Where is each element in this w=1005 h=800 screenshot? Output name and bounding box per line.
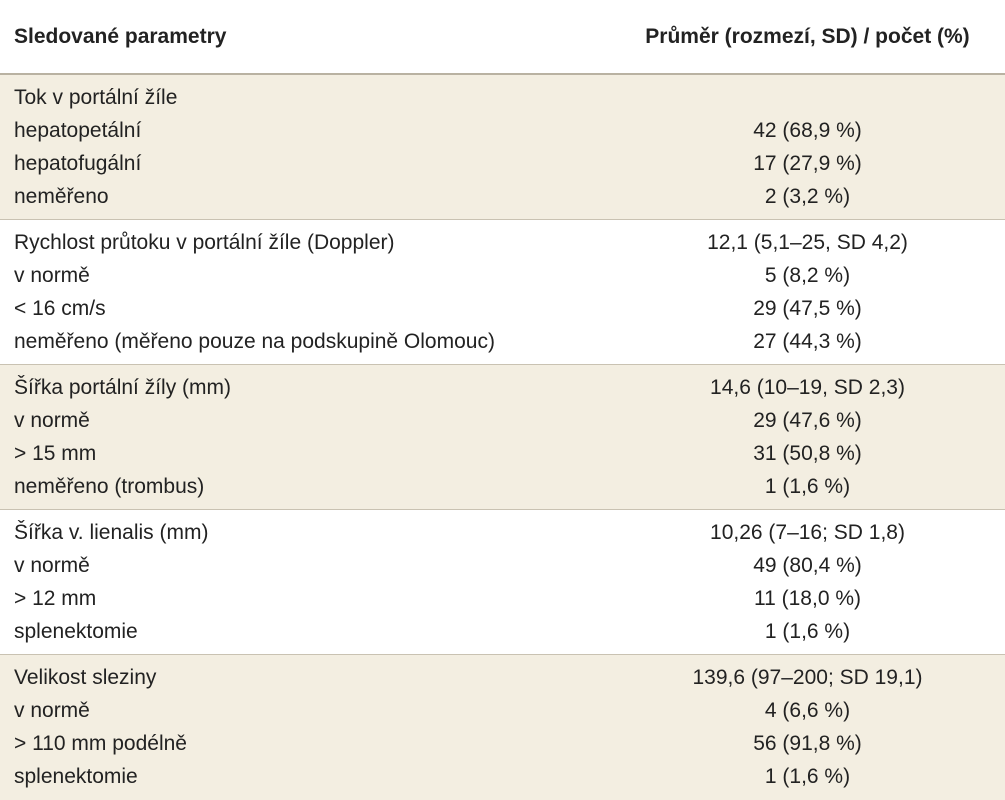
table-row: > 12 mm 11 (18,0 %) — [0, 582, 1005, 615]
table-cell: Tok v portální žíle — [14, 85, 178, 109]
table-cell: 42 (68,9 %) — [753, 118, 862, 142]
table-row: hepatopetální 42 (68,9 %) — [0, 114, 1005, 147]
table-cell: Šířka v. lienalis (mm) — [14, 520, 209, 544]
table-cell: 49 (80,4 %) — [753, 553, 862, 577]
table-row: Tok v portální žíle — [0, 81, 1005, 114]
table-cell: 4 (6,6 %) — [764, 698, 851, 722]
row-group: Šířka v. lienalis (mm) 10,26 (7–16; SD 1,… — [0, 510, 1005, 655]
table-cell: 12,1 (5,1–25, SD 4,2) — [707, 230, 908, 254]
table-cell: 14,6 (10–19, SD 2,3) — [710, 375, 905, 399]
table-cell: 1 (1,6 %) — [764, 764, 851, 788]
table-cell: 17 (27,9 %) — [753, 151, 862, 175]
header-cell: Sledované parametry — [14, 24, 227, 48]
table-cell: 1 (1,6 %) — [764, 619, 851, 643]
table-cell: hepatopetální — [14, 118, 142, 142]
header-cell: Průměr (rozmezí, SD) / počet (%) — [645, 24, 970, 48]
table-row: Velikost sleziny 139,6 (97–200; SD 19,1) — [0, 661, 1005, 694]
table-cell: Velikost sleziny — [14, 665, 157, 689]
row-group: Šířka portální žíly (mm) 14,6 (10–19, SD … — [0, 365, 1005, 510]
table-row: Rychlost průtoku v portální žíle (Dopple… — [0, 226, 1005, 259]
table-row: neměřeno 2 (3,2 %) — [0, 180, 1005, 213]
table-row: v normě 29 (47,6 %) — [0, 404, 1005, 437]
table-row: Šířka portální žíly (mm) 14,6 (10–19, SD … — [0, 371, 1005, 404]
table-cell: 139,6 (97–200; SD 19,1) — [692, 665, 923, 689]
table-cell: neměřeno (měřeno pouze na podskupině Olo… — [14, 329, 495, 353]
table-cell: 5 (8,2 %) — [764, 263, 851, 287]
table-row: v normě 4 (6,6 %) — [0, 694, 1005, 727]
table-cell: 27 (44,3 %) — [753, 329, 862, 353]
table-row: neměřeno (trombus) 1 (1,6 %) — [0, 470, 1005, 503]
table-cell: < 16 cm/s — [14, 296, 106, 320]
table-cell: v normě — [14, 263, 90, 287]
table-row: splenektomie 1 (1,6 %) — [0, 615, 1005, 648]
table-cell: > 110 mm podélně — [14, 731, 187, 755]
table-row: hepatofugální 17 (27,9 %) — [0, 147, 1005, 180]
table-row: v normě 49 (80,4 %) — [0, 549, 1005, 582]
table-header: Sledované parametry Průměr (rozmezí, SD)… — [0, 0, 1005, 75]
table-row: neměřeno (měřeno pouze na podskupině Olo… — [0, 325, 1005, 358]
table-row: v normě 5 (8,2 %) — [0, 259, 1005, 292]
table-cell: neměřeno — [14, 184, 109, 208]
table-cell: 29 (47,5 %) — [753, 296, 862, 320]
table-cell: Šířka portální žíly (mm) — [14, 375, 232, 399]
table-cell: 10,26 (7–16; SD 1,8) — [710, 520, 905, 544]
table-cell: 31 (50,8 %) — [753, 441, 862, 465]
table-cell: splenektomie — [14, 764, 138, 788]
table-row: splenektomie 1 (1,6 %) — [0, 760, 1005, 793]
table-cell: > 15 mm — [14, 441, 97, 465]
table-cell: neměřeno (trombus) — [14, 474, 205, 498]
table-cell: Rychlost průtoku v portální žíle (Dopple… — [14, 230, 395, 254]
table-row: < 16 cm/s 29 (47,5 %) — [0, 292, 1005, 325]
table-cell: splenektomie — [14, 619, 138, 643]
table-cell: 1 (1,6 %) — [764, 474, 851, 498]
table-cell: 56 (91,8 %) — [753, 731, 862, 755]
table-row: > 110 mm podélně 56 (91,8 %) — [0, 727, 1005, 760]
table-cell: > 12 mm — [14, 586, 97, 610]
table-row: > 15 mm 31 (50,8 %) — [0, 437, 1005, 470]
table-cell: v normě — [14, 698, 90, 722]
row-group: Rychlost průtoku v portální žíle (Dopple… — [0, 220, 1005, 365]
table-cell: 11 (18,0 %) — [754, 586, 861, 610]
table-cell: 2 (3,2 %) — [764, 184, 851, 208]
row-group: Tok v portální žíle hepatopetální 42 (68,9… — [0, 75, 1005, 220]
table-cell: v normě — [14, 408, 90, 432]
table-cell: v normě — [14, 553, 90, 577]
table-cell: hepatofugální — [14, 151, 142, 175]
table-cell: 29 (47,6 %) — [753, 408, 862, 432]
row-group: Velikost sleziny 139,6 (97–200; SD 19,1) v… — [0, 655, 1005, 800]
table-row: Šířka v. lienalis (mm) 10,26 (7–16; SD 1,… — [0, 516, 1005, 549]
